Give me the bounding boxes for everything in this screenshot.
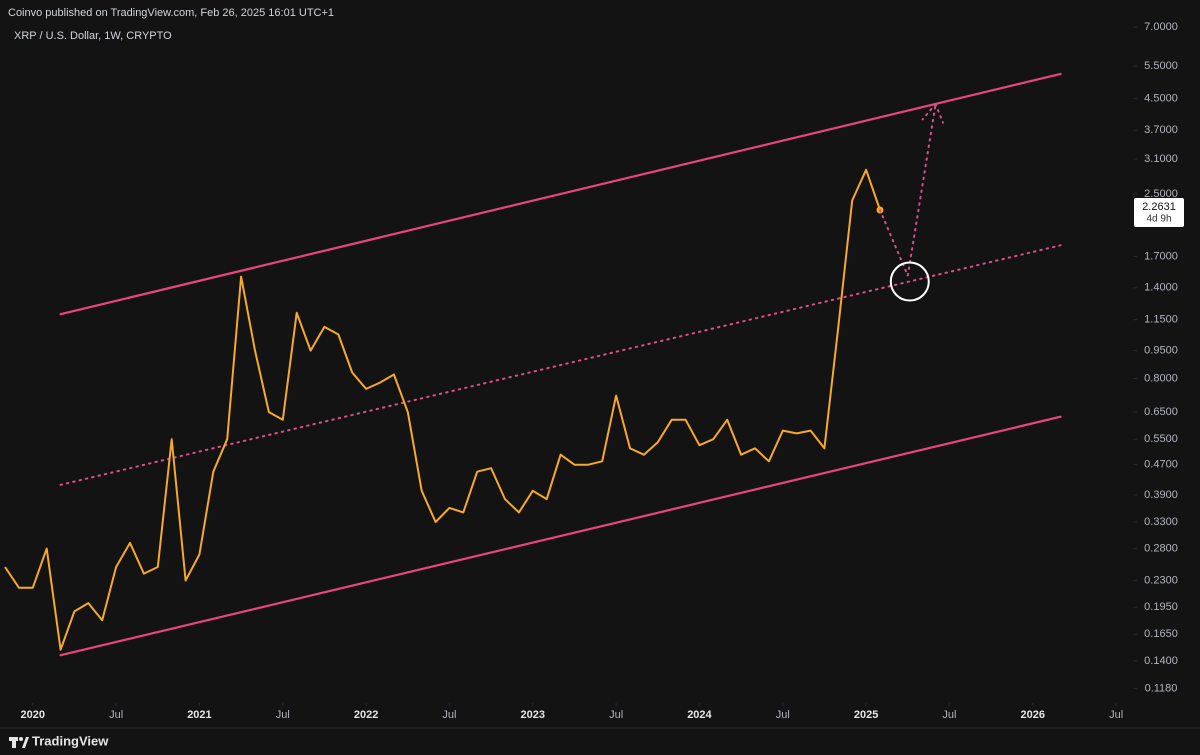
- y-tick-label: 0.8000: [1144, 372, 1178, 384]
- y-tick-label: 1.4000: [1144, 282, 1178, 294]
- price-line: [4, 168, 881, 651]
- x-tick-label: Jul: [942, 709, 956, 721]
- x-tick-label: 2024: [687, 709, 712, 721]
- x-tick-label: Jul: [1109, 709, 1123, 721]
- x-tick-label: 2026: [1021, 709, 1045, 721]
- y-tick-label: 0.2300: [1144, 574, 1178, 586]
- x-tick-label: Jul: [776, 709, 790, 721]
- x-tick-label: 2023: [521, 709, 545, 721]
- y-tick-label: 0.5500: [1144, 433, 1178, 445]
- price-badge-countdown: 4d 9h: [1146, 214, 1171, 225]
- target-circle: [889, 261, 930, 302]
- x-tick-label: 2025: [854, 709, 878, 721]
- y-tick-label: 0.3900: [1144, 489, 1178, 501]
- x-tick-label: 2020: [21, 709, 45, 721]
- y-tick-label: 7.0000: [1144, 21, 1178, 33]
- x-tick-label: Jul: [109, 709, 123, 721]
- trendline: [59, 244, 1062, 486]
- y-tick-label: 1.7000: [1144, 250, 1178, 262]
- publisher: Coinvo published on TradingView.com, Feb…: [8, 7, 334, 19]
- price-badge: [1134, 197, 1184, 227]
- x-tick-label: Jul: [609, 709, 623, 721]
- y-tick-label: 3.1000: [1144, 153, 1178, 165]
- y-tick-label: 0.9500: [1144, 345, 1178, 357]
- y-tick-label: 0.1180: [1145, 683, 1178, 695]
- y-tick-label: 4.5000: [1144, 93, 1178, 105]
- y-tick-label: 0.6500: [1144, 406, 1178, 418]
- y-tick-label: 0.4700: [1144, 459, 1178, 471]
- symbol: XRP / U.S. Dollar, 1W, CRYPTO: [14, 30, 172, 42]
- projection-path: [879, 103, 937, 280]
- x-tick-label: 2021: [187, 709, 211, 721]
- trendline: [59, 72, 1062, 316]
- price-badge-value: 2.2631: [1142, 201, 1176, 213]
- x-tick-label: Jul: [276, 709, 290, 721]
- y-tick-label: 0.2800: [1144, 543, 1178, 555]
- x-tick-label: 2022: [354, 709, 378, 721]
- y-tick-label: 2.5000: [1144, 188, 1178, 200]
- y-tick-label: 0.1650: [1144, 628, 1178, 640]
- y-tick-label: 3.7000: [1144, 124, 1178, 136]
- y-tick-label: 0.3300: [1144, 516, 1178, 528]
- footer-brand: TradingView: [32, 733, 109, 748]
- y-tick-label: 5.5000: [1144, 60, 1178, 72]
- trendline: [59, 415, 1062, 657]
- y-tick-label: 1.1500: [1144, 314, 1178, 326]
- y-tick-label: 0.1950: [1144, 601, 1178, 613]
- footer-logo: [9, 737, 29, 748]
- x-tick-label: Jul: [442, 709, 456, 721]
- y-tick-label: 0.1400: [1144, 655, 1178, 667]
